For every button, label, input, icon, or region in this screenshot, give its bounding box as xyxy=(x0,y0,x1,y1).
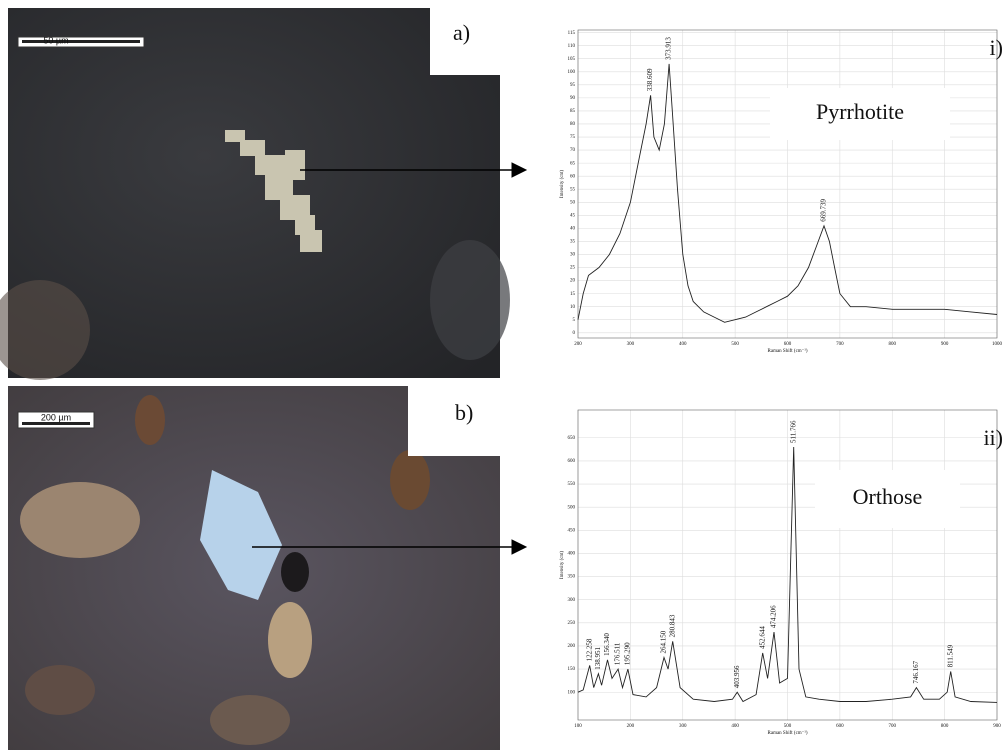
y-tick-label: 30 xyxy=(570,253,576,258)
y-tick-label: 10 xyxy=(570,305,576,310)
x-tick-label: 900 xyxy=(941,342,949,347)
x-tick-label: 500 xyxy=(731,342,739,347)
peak-label: 474.206 xyxy=(770,605,778,628)
plot-frame xyxy=(577,409,998,721)
x-tick-label: 1000 xyxy=(992,342,1003,347)
panel-label: a) xyxy=(453,20,470,45)
y-tick-label: 350 xyxy=(568,575,576,580)
y-tick-label: 70 xyxy=(570,148,576,153)
y-tick-label: 55 xyxy=(570,187,576,192)
y-tick-label: 95 xyxy=(570,83,576,88)
panel-label: ii) xyxy=(983,425,1003,450)
y-tick-label: 80 xyxy=(570,122,576,127)
arrows xyxy=(252,162,528,555)
peak-label: 122.258 xyxy=(585,638,593,661)
y-tick-label: 100 xyxy=(568,690,576,695)
y-tick-label: 450 xyxy=(568,528,576,533)
x-tick-label: 100 xyxy=(574,724,582,729)
spectrum-line xyxy=(577,446,998,703)
peak-label: 338.609 xyxy=(646,68,654,91)
x-tick-label: 300 xyxy=(627,342,635,347)
y-tick-label: 650 xyxy=(568,436,576,441)
x-tick-label: 500 xyxy=(784,724,792,729)
y-tick-label: 40 xyxy=(570,227,576,232)
x-tick-label: 200 xyxy=(627,724,635,729)
y-tick-label: 300 xyxy=(568,598,576,603)
y-tick-label: 250 xyxy=(568,621,576,626)
x-tick-label: 800 xyxy=(941,724,949,729)
y-axis-label: Intensity (cnt) xyxy=(560,170,565,199)
x-tick-label: 800 xyxy=(889,342,897,347)
y-tick-label: 400 xyxy=(568,552,576,557)
plot-frame xyxy=(577,29,998,339)
micrograph-b xyxy=(8,386,505,750)
peak-label: 195.290 xyxy=(624,642,632,665)
y-tick-label: 25 xyxy=(570,266,576,271)
peak-label: 156.340 xyxy=(603,633,611,656)
x-tick-label: 600 xyxy=(836,724,844,729)
y-tick-label: 75 xyxy=(570,135,576,140)
y-tick-label: 85 xyxy=(570,109,576,114)
peak-label: 138.951 xyxy=(594,646,602,669)
x-tick-label: 400 xyxy=(731,724,739,729)
y-axis-label: Intensity (cnt) xyxy=(560,551,565,580)
y-tick-label: 90 xyxy=(570,96,576,101)
scale-bar-label: 50 µm xyxy=(43,35,68,45)
peak-label: 746.167 xyxy=(912,660,920,683)
peak-label: 811.549 xyxy=(946,644,954,667)
y-tick-label: 35 xyxy=(570,240,576,245)
y-tick-label: 150 xyxy=(568,667,576,672)
panel-label: b) xyxy=(455,400,473,425)
spectrum-line xyxy=(577,63,998,323)
x-tick-label: 200 xyxy=(574,342,582,347)
y-tick-label: 200 xyxy=(568,644,576,649)
y-tick-label: 15 xyxy=(570,292,576,297)
y-tick-label: 5 xyxy=(573,318,576,323)
y-tick-label: 100 xyxy=(568,70,576,75)
y-tick-label: 65 xyxy=(570,161,576,166)
scale-bar-label: 200 µm xyxy=(41,412,71,422)
y-tick-label: 600 xyxy=(568,459,576,464)
x-tick-label: 300 xyxy=(679,724,687,729)
y-tick-label: 0 xyxy=(573,331,576,336)
x-tick-label: 700 xyxy=(836,342,844,347)
y-tick-label: 20 xyxy=(570,279,576,284)
mineral-box xyxy=(770,88,950,140)
y-tick-label: 115 xyxy=(568,31,576,36)
peak-label: 669.739 xyxy=(820,199,828,222)
x-axis-label: Raman Shift (cm⁻¹) xyxy=(768,730,808,736)
y-tick-label: 500 xyxy=(568,505,576,510)
x-tick-label: 600 xyxy=(784,342,792,347)
peak-label: 264.150 xyxy=(660,630,668,653)
mineral-name: Pyrrhotite xyxy=(816,99,904,124)
y-tick-label: 550 xyxy=(568,482,576,487)
micrograph-a xyxy=(0,8,510,380)
y-tick-label: 60 xyxy=(570,174,576,179)
peak-label: 452.644 xyxy=(758,626,766,649)
x-axis-label: Raman Shift (cm⁻¹) xyxy=(768,348,808,354)
y-tick-label: 45 xyxy=(570,213,576,218)
y-tick-label: 105 xyxy=(568,57,576,62)
x-tick-label: 700 xyxy=(889,724,897,729)
x-tick-label: 400 xyxy=(679,342,687,347)
mineral-box xyxy=(815,470,960,528)
peak-label: 280.843 xyxy=(668,614,676,637)
mineral-name: Orthose xyxy=(853,484,923,509)
x-tick-label: 900 xyxy=(993,724,1001,729)
panel-label: i) xyxy=(990,35,1003,60)
y-tick-label: 50 xyxy=(570,200,576,205)
peak-label: 176.511 xyxy=(614,642,622,665)
y-tick-label: 110 xyxy=(568,44,576,49)
peak-label: 511.766 xyxy=(789,420,797,443)
peak-label: 403.956 xyxy=(733,665,741,688)
peak-label: 373.913 xyxy=(665,37,673,60)
